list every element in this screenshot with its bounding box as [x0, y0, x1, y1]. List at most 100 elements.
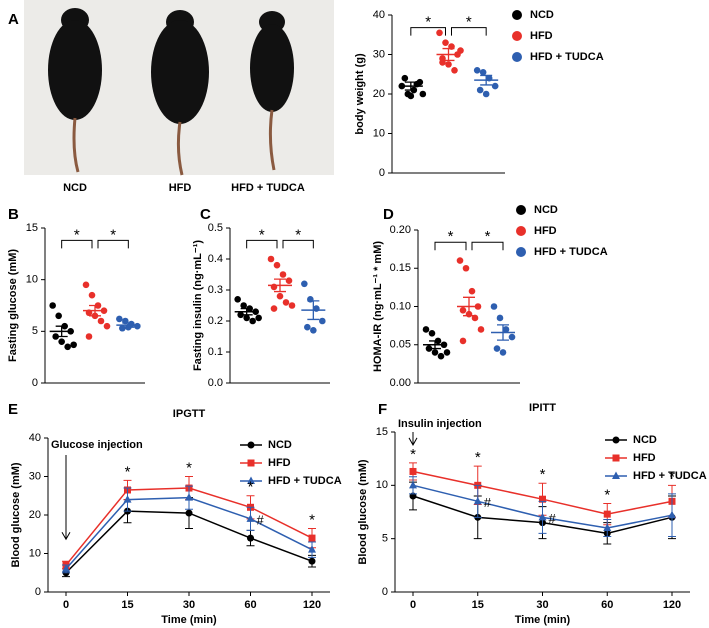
legend-label: HFD — [530, 30, 553, 42]
data-point — [273, 261, 281, 269]
annotation: * — [475, 449, 481, 466]
sem-bar — [463, 296, 475, 317]
y-tick-label: 0.10 — [390, 300, 411, 312]
y-axis-label: Fasting glucose (mM) — [7, 249, 19, 362]
marker — [247, 459, 255, 467]
y-tick-label: 0.3 — [208, 284, 223, 296]
data-point — [88, 291, 96, 299]
data-point — [234, 296, 241, 303]
sem-bar — [404, 81, 417, 91]
significance-bracket — [471, 241, 504, 251]
x-tick-label: 15 — [472, 599, 484, 611]
marker — [308, 534, 316, 542]
data-point — [307, 296, 314, 303]
data-point — [70, 341, 77, 349]
data-point — [119, 324, 126, 332]
x-tick-label: 30 — [536, 599, 548, 611]
significance-label: * — [295, 226, 301, 243]
panel-letter: C — [200, 206, 211, 223]
panel-letter: E — [8, 401, 18, 418]
injection-note: Glucose injection — [51, 439, 143, 451]
photo-label: NCD — [63, 182, 87, 194]
legend-label: HFD — [268, 457, 291, 469]
annotation: * — [248, 479, 254, 496]
legend-label: HFD + TUDCA — [633, 470, 707, 482]
data-point — [285, 277, 293, 285]
y-tick-label: 10 — [26, 274, 38, 286]
data-point — [82, 281, 90, 289]
marker — [185, 493, 193, 501]
significance-bracket — [451, 27, 487, 36]
data-point — [407, 92, 415, 100]
y-axis-label: Fasting insulin (ng·mL⁻¹) — [192, 240, 204, 371]
data-point — [496, 314, 504, 322]
y-tick-label: 20 — [29, 509, 41, 521]
y-tick-label: 0.2 — [208, 315, 223, 327]
sem-bar — [122, 322, 135, 328]
data-point — [491, 82, 499, 90]
data-point — [319, 317, 326, 325]
data-point — [476, 86, 484, 94]
y-tick-label: 0.0 — [208, 377, 223, 389]
y-tick-label: 40 — [29, 432, 41, 444]
data-point — [255, 314, 262, 322]
y-tick-label: 15 — [376, 426, 388, 438]
legend-swatch — [512, 10, 522, 20]
marker — [612, 436, 620, 444]
data-point — [490, 303, 498, 310]
marker — [308, 545, 316, 553]
x-axis-label: Time (min) — [161, 614, 217, 626]
legend-swatch — [516, 205, 526, 215]
marker — [612, 471, 620, 479]
legend-swatch — [516, 247, 526, 257]
data-point — [116, 315, 123, 323]
annotation: * — [604, 486, 610, 503]
significance-bracket — [61, 239, 93, 249]
sem-bar — [497, 324, 509, 341]
y-tick-label: 20 — [373, 88, 385, 100]
injection-note: Insulin injection — [398, 418, 482, 430]
data-point — [428, 329, 436, 337]
marker — [246, 514, 255, 522]
legend-label: HFD + TUDCA — [268, 475, 342, 487]
annotation: * — [669, 468, 675, 485]
x-tick-label: 120 — [303, 599, 321, 611]
significance-label: * — [110, 226, 116, 243]
data-point — [508, 333, 516, 341]
significance-bracket — [410, 27, 446, 36]
x-tick-label: 120 — [663, 599, 681, 611]
legend-label: NCD — [633, 434, 657, 446]
data-point — [422, 326, 430, 333]
data-point — [459, 337, 467, 345]
y-tick-label: 40 — [373, 9, 385, 21]
data-point — [456, 257, 464, 264]
y-tick-label: 0.1 — [208, 346, 223, 358]
x-tick-label: 30 — [183, 599, 195, 611]
data-point — [279, 271, 287, 278]
sem-bar — [442, 47, 455, 62]
legend-label: NCD — [268, 439, 292, 451]
y-tick-label: 10 — [29, 547, 41, 559]
legend-swatch — [512, 31, 522, 41]
data-point — [443, 349, 451, 356]
data-point — [282, 299, 290, 306]
marker — [185, 509, 193, 517]
data-point — [49, 302, 56, 309]
data-point — [462, 264, 470, 272]
y-tick-label: 0.20 — [390, 224, 411, 236]
data-point — [457, 47, 464, 54]
marker — [409, 480, 417, 489]
data-point — [58, 338, 65, 345]
y-tick-label: 0.00 — [390, 377, 411, 389]
sem-bar — [480, 74, 493, 86]
data-point — [249, 317, 256, 325]
panel-letter: F — [378, 401, 387, 418]
data-point — [482, 90, 490, 98]
annotation: * — [186, 459, 192, 476]
data-point — [240, 302, 247, 309]
legend-swatch — [512, 52, 522, 62]
data-point — [445, 61, 452, 68]
data-point — [473, 67, 481, 74]
sem-bar — [240, 307, 253, 316]
